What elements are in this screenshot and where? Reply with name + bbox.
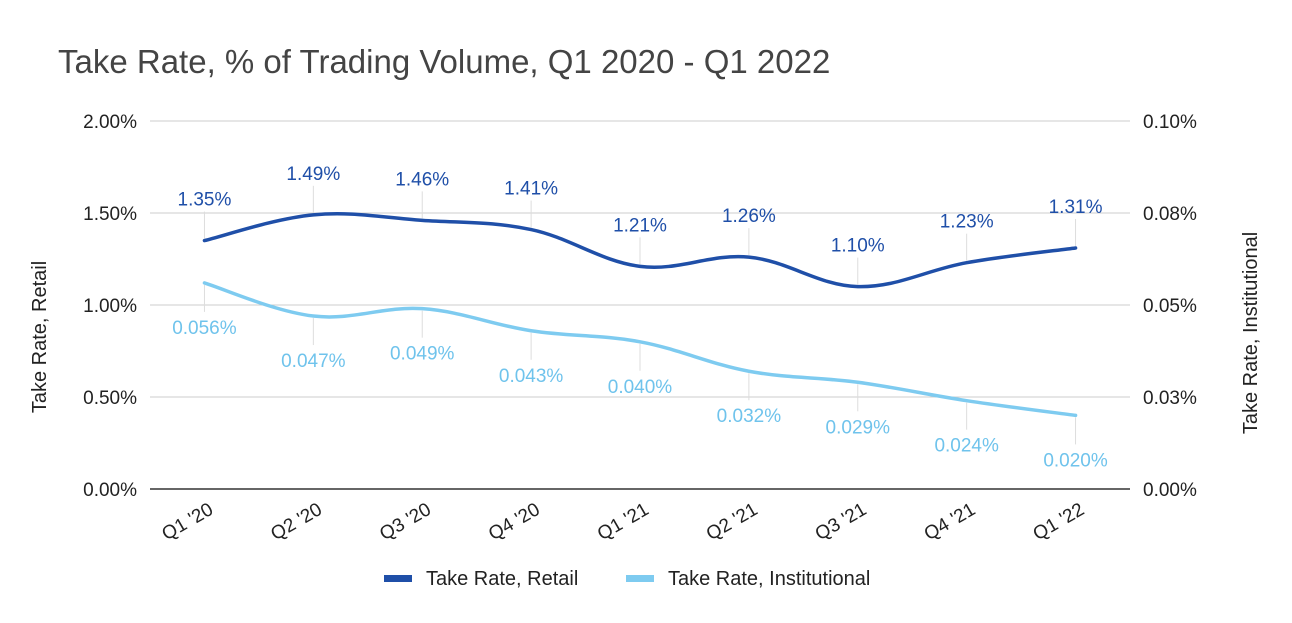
- retail-data-label: 1.49%: [286, 164, 340, 185]
- retail-series-line: [202, 212, 1078, 289]
- right-axis-ticks: 0.00% 0.03% 0.05% 0.08% 0.10%: [1143, 112, 1197, 501]
- x-axis-ticks: Q1 '20 Q2 '20 Q3 '20 Q4 '20 Q1 '21 Q2 '21 Q3 '…: [158, 499, 1088, 545]
- institutional-data-label: 0.049%: [390, 344, 455, 365]
- institutional-data-label: 0.047%: [281, 351, 346, 372]
- institutional-data-label: 0.043%: [499, 366, 564, 387]
- right-tick-label: 0.05%: [1143, 296, 1197, 317]
- legend: Take Rate, Retail Take Rate, Institution…: [384, 568, 870, 590]
- retail-data-label: 1.21%: [613, 215, 667, 236]
- institutional-data-label: 0.024%: [934, 436, 999, 457]
- x-tick-label: Q4 '20: [485, 499, 543, 545]
- x-tick-label: Q3 '20: [376, 499, 434, 545]
- gridlines: [150, 120, 1130, 490]
- x-tick-label: Q3 '21: [812, 499, 870, 545]
- left-tick-label: 0.00%: [83, 480, 137, 501]
- institutional-data-label: 0.032%: [717, 406, 782, 427]
- legend-swatch-institutional: [626, 575, 654, 582]
- institutional-data-label: 0.040%: [608, 377, 673, 398]
- left-axis-ticks: 0.00% 0.50% 1.00% 1.50% 2.00%: [83, 112, 137, 501]
- x-tick-label: Q4 '21: [921, 499, 979, 545]
- left-tick-label: 1.50%: [83, 204, 137, 225]
- institutional-series-line: [202, 281, 1078, 418]
- x-tick-label: Q1 '22: [1030, 499, 1088, 545]
- right-tick-label: 0.08%: [1143, 204, 1197, 225]
- legend-label-institutional: Take Rate, Institutional: [668, 568, 870, 590]
- retail-data-label: 1.10%: [831, 236, 885, 257]
- x-tick-label: Q1 '21: [594, 499, 652, 545]
- chart-title: Take Rate, % of Trading Volume, Q1 2020 …: [58, 43, 830, 80]
- institutional-data-label: 0.029%: [826, 417, 891, 438]
- left-tick-label: 0.50%: [83, 388, 137, 409]
- retail-data-label: 1.31%: [1049, 197, 1103, 218]
- retail-data-label: 1.26%: [722, 206, 776, 227]
- x-tick-label: Q2 '21: [703, 499, 761, 545]
- legend-label-retail: Take Rate, Retail: [426, 568, 578, 590]
- left-tick-label: 1.00%: [83, 296, 137, 317]
- data-labels: 1.35% 1.49% 1.46% 1.41% 1.21% 1.26% 1.10% 1.23%…: [172, 164, 1108, 472]
- left-tick-label: 2.00%: [83, 112, 137, 133]
- x-tick-label: Q1 '20: [158, 499, 216, 545]
- right-tick-label: 0.10%: [1143, 112, 1197, 133]
- legend-swatch-retail: [384, 575, 412, 582]
- retail-data-label: 1.35%: [178, 190, 232, 211]
- right-tick-label: 0.03%: [1143, 388, 1197, 409]
- retail-data-label: 1.41%: [504, 179, 558, 200]
- retail-data-label: 1.23%: [940, 212, 994, 233]
- right-axis-title: Take Rate, Institutional: [1240, 232, 1262, 434]
- series-lines: [202, 212, 1078, 418]
- retail-data-label: 1.46%: [395, 169, 449, 190]
- institutional-data-label: 0.056%: [172, 318, 237, 339]
- left-axis-title: Take Rate, Retail: [29, 261, 51, 413]
- institutional-data-label: 0.020%: [1043, 450, 1108, 471]
- x-tick-label: Q2 '20: [267, 499, 325, 545]
- right-tick-label: 0.00%: [1143, 480, 1197, 501]
